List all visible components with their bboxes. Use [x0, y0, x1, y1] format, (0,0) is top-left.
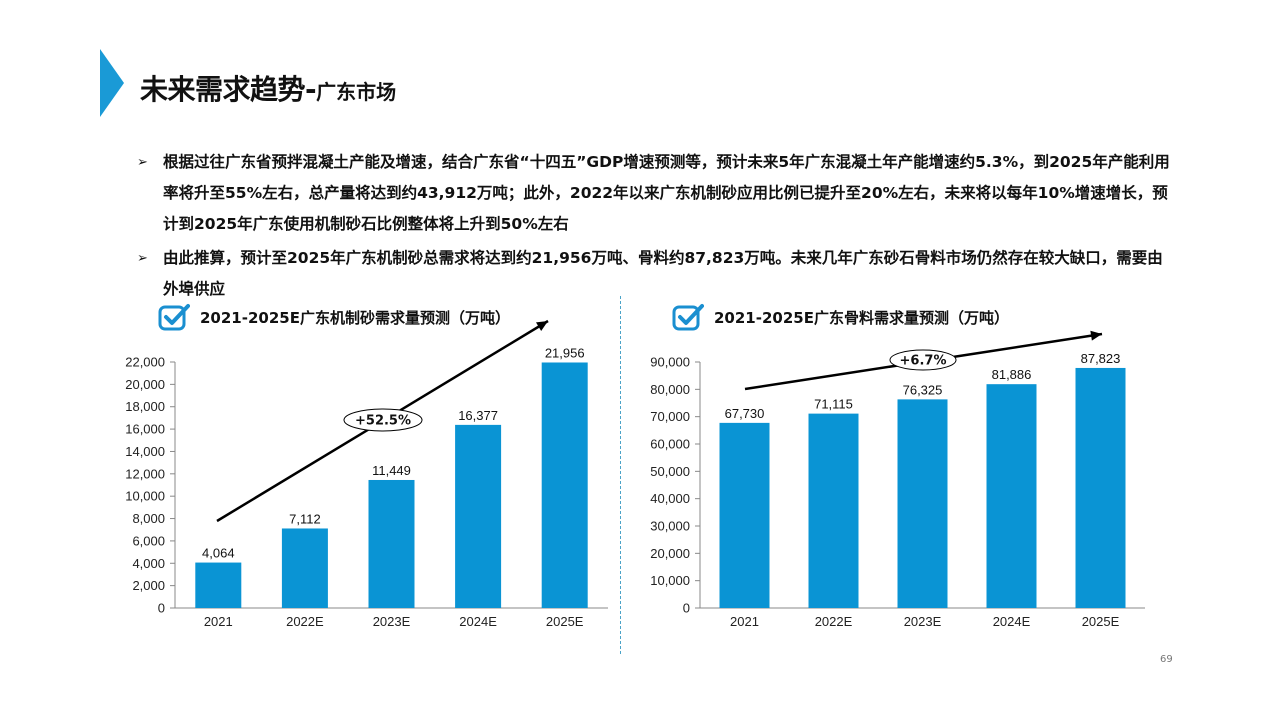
page-number: 69	[1160, 654, 1173, 665]
chart-title-aggregate-text: 2021-2025E广东骨料需求量预测（万吨）	[714, 308, 1009, 327]
title-accent-triangle	[100, 49, 124, 117]
bar-value-label: 67,730	[725, 406, 765, 421]
y-tick-label: 20,000	[125, 377, 165, 392]
x-tick-label: 2021	[730, 614, 759, 629]
y-tick-label: 22,000	[125, 355, 165, 370]
x-tick-label: 2022E	[286, 614, 324, 629]
growth-rate-label: +6.7%	[900, 354, 947, 369]
bar-value-label: 71,115	[814, 397, 853, 412]
bullet-text: 根据过往广东省预拌混凝土产能及增速，结合广东省“十四五”GDP增速预测等，预计未…	[163, 153, 1170, 233]
y-tick-label: 10,000	[650, 573, 690, 588]
y-tick-label: 8,000	[132, 511, 165, 526]
chart-title-sand-text: 2021-2025E广东机制砂需求量预测（万吨）	[200, 308, 510, 327]
checkbox-check-icon	[672, 304, 704, 331]
y-tick-label: 80,000	[650, 382, 690, 397]
y-tick-label: 70,000	[650, 409, 690, 424]
x-tick-label: 2025E	[546, 614, 584, 629]
bar-value-label: 7,112	[289, 511, 321, 526]
x-tick-label: 2023E	[904, 614, 942, 629]
bar-value-label: 81,886	[992, 367, 1032, 382]
bar	[719, 422, 770, 608]
y-tick-label: 50,000	[650, 464, 690, 479]
bar	[541, 362, 588, 608]
y-tick-label: 10,000	[125, 489, 165, 504]
y-tick-label: 0	[158, 601, 165, 616]
y-tick-label: 20,000	[650, 546, 690, 561]
growth-ellipse	[889, 349, 957, 371]
bar-value-label: 21,956	[545, 345, 585, 360]
page-title-main: 未来需求趋势-	[140, 73, 317, 106]
y-tick-label: 6,000	[132, 533, 165, 548]
trend-arrow-head	[1090, 330, 1102, 341]
bar	[195, 562, 242, 608]
y-tick-label: 2,000	[132, 578, 165, 593]
y-tick-label: 18,000	[125, 399, 165, 414]
x-tick-label: 2024E	[993, 614, 1031, 629]
bar	[986, 384, 1037, 608]
bullet-item: ➢ 由此推算，预计至2025年广东机制砂总需求将达到约21,956万吨、骨料约8…	[137, 243, 1177, 305]
bar-value-label: 11,449	[372, 463, 411, 478]
bar	[897, 399, 948, 608]
y-tick-label: 0	[683, 601, 690, 616]
bar-value-label: 76,325	[903, 382, 943, 397]
y-tick-label: 4,000	[132, 556, 165, 571]
bar	[281, 528, 328, 608]
x-tick-label: 2024E	[459, 614, 497, 629]
y-tick-label: 14,000	[125, 444, 165, 459]
y-tick-label: 40,000	[650, 491, 690, 506]
trend-arrow-head	[535, 321, 548, 331]
bullet-item: ➢ 根据过往广东省预拌混凝土产能及增速，结合广东省“十四五”GDP增速预测等，预…	[137, 147, 1177, 240]
y-tick-label: 30,000	[650, 519, 690, 534]
page-title: 未来需求趋势-广东市场	[140, 68, 396, 108]
x-tick-label: 2023E	[373, 614, 411, 629]
bar	[455, 424, 502, 608]
bar	[808, 413, 859, 608]
bar-value-label: 16,377	[458, 408, 498, 423]
chart-divider	[620, 296, 621, 654]
y-tick-label: 90,000	[650, 355, 690, 370]
y-tick-label: 60,000	[650, 437, 690, 452]
page-title-sub: 广东市场	[316, 80, 397, 104]
y-tick-label: 12,000	[125, 466, 165, 481]
bullet-arrow-icon: ➢	[137, 155, 148, 170]
bullet-arrow-icon: ➢	[137, 251, 148, 266]
growth-rate-label: +52.5%	[355, 414, 411, 429]
bar-value-label: 4,064	[202, 546, 235, 561]
x-tick-label: 2022E	[815, 614, 853, 629]
x-tick-label: 2025E	[1082, 614, 1120, 629]
bar	[368, 479, 415, 608]
x-tick-label: 2021	[204, 614, 233, 629]
y-tick-label: 16,000	[125, 422, 165, 437]
growth-ellipse	[343, 408, 423, 432]
bar	[1075, 367, 1126, 608]
bar-value-label: 87,823	[1081, 351, 1121, 366]
bullet-text: 由此推算，预计至2025年广东机制砂总需求将达到约21,956万吨、骨料约87,…	[163, 249, 1163, 298]
chart-title-sand: 2021-2025E广东机制砂需求量预测（万吨）	[158, 303, 510, 331]
chart-title-aggregate: 2021-2025E广东骨料需求量预测（万吨）	[672, 303, 1009, 331]
checkbox-check-icon	[158, 304, 190, 331]
